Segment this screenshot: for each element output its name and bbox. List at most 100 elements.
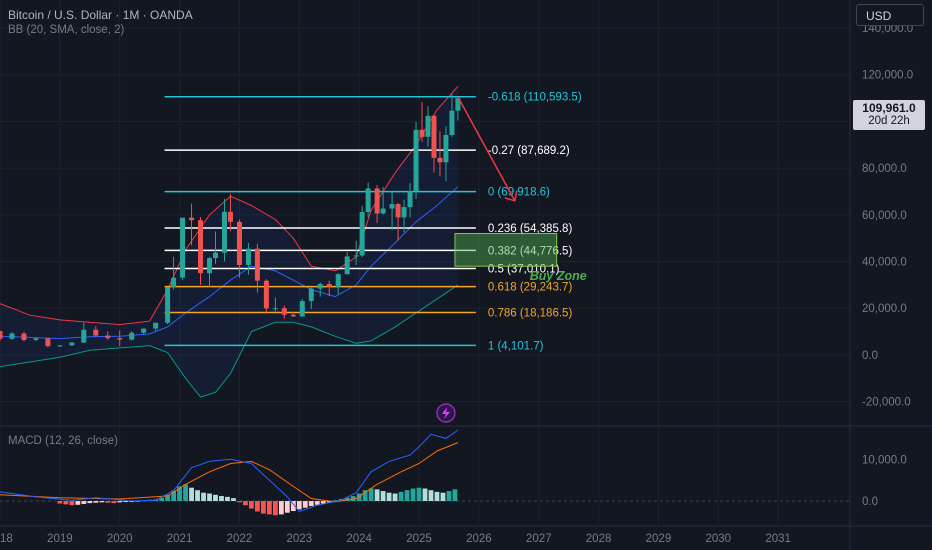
macd-histogram-bar	[320, 501, 326, 504]
indicator-label[interactable]: BB (20, SMA, close, 2)	[8, 24, 125, 36]
lightning-glyph	[441, 407, 450, 419]
macd-histogram-bar	[123, 501, 129, 503]
time-tick-label: 2025	[406, 533, 432, 545]
candle-body	[212, 252, 218, 259]
bb-lower-line	[0, 284, 459, 398]
candle-body	[437, 157, 443, 163]
candle-body	[299, 301, 305, 317]
fib-label: 0.618 (29,243.7)	[488, 282, 573, 294]
candle-body	[117, 338, 123, 340]
candle-body	[317, 283, 323, 289]
fib-label: 0 (69,918.6)	[488, 187, 550, 199]
time-tick-label: 2024	[346, 533, 372, 545]
macd-histogram-bar	[57, 501, 63, 504]
macd-histogram-bar	[159, 497, 165, 502]
candle-body	[221, 211, 227, 253]
macd-histogram-bar	[278, 501, 284, 515]
time-tick-label: 2029	[646, 533, 672, 545]
fib-label: -0.27 (87,689.2)	[488, 145, 570, 157]
candle-body	[33, 338, 39, 340]
candle-body	[335, 274, 341, 287]
candle-body	[45, 338, 51, 347]
candle-body	[389, 204, 395, 209]
candle-body	[380, 208, 386, 214]
projection-arrow	[457, 96, 516, 202]
macd-histogram-bar	[392, 493, 398, 502]
candle-body	[254, 248, 260, 281]
macd-histogram-bar	[362, 490, 368, 502]
time-tick-label: 2022	[227, 533, 253, 545]
time-tick-label: 2018	[0, 533, 13, 545]
candle-body	[413, 129, 419, 192]
macd-histogram-bar	[326, 501, 332, 503]
macd-histogram-bar	[177, 486, 182, 502]
macd-histogram-bar	[201, 492, 206, 502]
macd-line	[0, 429, 459, 513]
macd-histogram-bar	[404, 490, 410, 502]
macd-histogram-bar	[213, 494, 218, 502]
price-tick-label: 60,000.0	[862, 210, 907, 222]
candle-body	[425, 115, 431, 137]
candle-body	[165, 287, 171, 323]
time-tick-label: 2019	[47, 533, 73, 545]
macd-histogram-bar	[129, 501, 135, 503]
candle-body	[171, 277, 177, 288]
candle-body	[407, 191, 413, 208]
candle-body	[455, 98, 461, 111]
candle-body	[105, 335, 111, 339]
candle-body	[93, 329, 99, 336]
macd-histogram-bar	[284, 501, 290, 513]
candle-body	[401, 207, 407, 218]
candle-body	[180, 217, 186, 278]
time-tick-label: 2028	[586, 533, 612, 545]
time-tick-label: 2023	[286, 533, 312, 545]
candle-body	[0, 331, 3, 339]
macd-histogram-bar	[428, 490, 434, 502]
candle-body	[207, 258, 213, 274]
fib-label: 0.236 (54,385.8)	[488, 223, 573, 235]
macd-label[interactable]: MACD (12, 26, close)	[8, 435, 118, 447]
macd-histogram-bar	[117, 501, 123, 503]
buy-zone-label: Buy Zone	[530, 269, 587, 283]
macd-histogram-bar	[105, 501, 111, 503]
bb-fill	[0, 86, 458, 398]
time-tick-label: 2031	[765, 533, 791, 545]
time-tick-label: 2021	[167, 533, 193, 545]
candle-body	[290, 314, 296, 317]
candle-body	[57, 345, 63, 347]
candle-body	[236, 221, 242, 266]
candle-body	[365, 188, 371, 213]
candle-body	[443, 134, 449, 163]
candle-body	[9, 333, 15, 339]
macd-histogram-bar	[231, 498, 236, 502]
time-tick-label: 2020	[107, 533, 133, 545]
macd-histogram-bar	[171, 490, 176, 502]
candle-body	[359, 212, 365, 256]
macd-histogram-bar	[63, 501, 69, 505]
macd-histogram-bar	[183, 484, 188, 502]
candle-body	[81, 329, 87, 343]
macd-histogram-bar	[237, 501, 242, 503]
price-tick-label: -20,000.0	[862, 397, 911, 409]
currency-button[interactable]: USD	[856, 4, 924, 26]
candle-body	[374, 188, 380, 214]
bb-upper-line	[0, 86, 459, 326]
macd-histogram-bar	[260, 501, 266, 514]
candle-body	[419, 129, 425, 137]
macd-histogram-bar	[410, 488, 416, 502]
candle-body	[153, 322, 159, 329]
fib-label: 0.382 (44,776.5)	[488, 245, 573, 257]
time-tick-label: 2026	[466, 533, 492, 545]
macd-pane	[0, 425, 932, 516]
fib-label: -0.618 (110,593.5)	[488, 92, 582, 104]
macd-histogram-bar	[69, 501, 75, 506]
macd-histogram-bar	[446, 491, 452, 502]
price-tag-countdown: 20d 22h	[868, 115, 910, 127]
macd-histogram-bar	[243, 501, 248, 506]
candle-body	[227, 211, 233, 222]
macd-histogram-bar	[207, 493, 212, 502]
macd-histogram-bar	[308, 501, 314, 507]
annotations: Buy Zone	[436, 96, 587, 423]
